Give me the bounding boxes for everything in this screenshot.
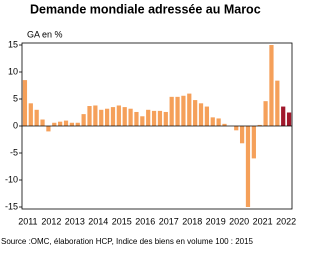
bar (58, 121, 63, 126)
bar (28, 103, 33, 126)
bar (134, 111, 139, 126)
bar (40, 119, 45, 126)
y-tick-label: 10 (8, 66, 18, 76)
bar (22, 80, 28, 126)
bar (269, 45, 274, 126)
y-tick-label: 15 (8, 39, 18, 49)
y-axis-label: GA en % (27, 29, 63, 39)
x-tick-label: 2016 (135, 216, 155, 226)
bar (281, 106, 286, 126)
bar (193, 100, 198, 126)
bar (275, 80, 280, 126)
x-tick-label: 2012 (41, 216, 61, 226)
bar (122, 107, 127, 126)
bar (110, 107, 116, 126)
bar (181, 95, 186, 126)
bar (169, 96, 174, 126)
y-tick-label: -15 (5, 201, 18, 211)
bar (234, 126, 239, 131)
y-tick-label: -10 (5, 174, 18, 184)
bar (146, 109, 151, 126)
x-tick-label: 2021 (253, 216, 273, 226)
bar (104, 108, 110, 126)
bar (140, 116, 145, 126)
bar (69, 122, 75, 126)
bar (210, 117, 215, 126)
bar (239, 126, 245, 144)
y-tick-label: 0 (13, 120, 18, 130)
source-note: Source :OMC, élaboration HCP, Indice des… (1, 237, 254, 246)
x-tick-label: 2019 (206, 216, 226, 226)
bar (245, 126, 251, 207)
x-tick-label: 2018 (182, 216, 202, 226)
x-tick-label: 2020 (229, 216, 249, 226)
bar (216, 118, 221, 126)
x-tick-label: 2011 (18, 216, 37, 226)
bar (286, 112, 292, 126)
bar (163, 111, 168, 126)
x-tick-label: 2015 (112, 216, 132, 226)
bar (99, 109, 104, 126)
bar (52, 122, 57, 126)
x-tick-label: 2013 (65, 216, 85, 226)
bar (204, 106, 210, 126)
bar (63, 120, 69, 126)
bar (93, 105, 98, 126)
bar (87, 106, 92, 126)
chart-title: Demande mondiale adressée au Maroc (30, 2, 261, 16)
bar (116, 105, 121, 126)
x-tick-label: 2014 (88, 216, 108, 226)
bar (34, 109, 39, 126)
bar (257, 124, 262, 126)
x-tick-label: 2017 (159, 216, 179, 226)
bar (222, 123, 227, 126)
bar (81, 114, 86, 126)
bar (263, 101, 268, 126)
bar (157, 110, 163, 126)
bar (151, 110, 157, 126)
bar (75, 122, 80, 126)
y-tick-label: 5 (13, 93, 18, 103)
x-tick-label: 2022 (276, 216, 296, 226)
bar (128, 108, 133, 126)
bar (198, 103, 204, 126)
bar (175, 96, 180, 126)
bar (251, 126, 256, 159)
bar (46, 126, 51, 132)
y-tick-label: -5 (10, 147, 18, 157)
bar (187, 93, 192, 126)
